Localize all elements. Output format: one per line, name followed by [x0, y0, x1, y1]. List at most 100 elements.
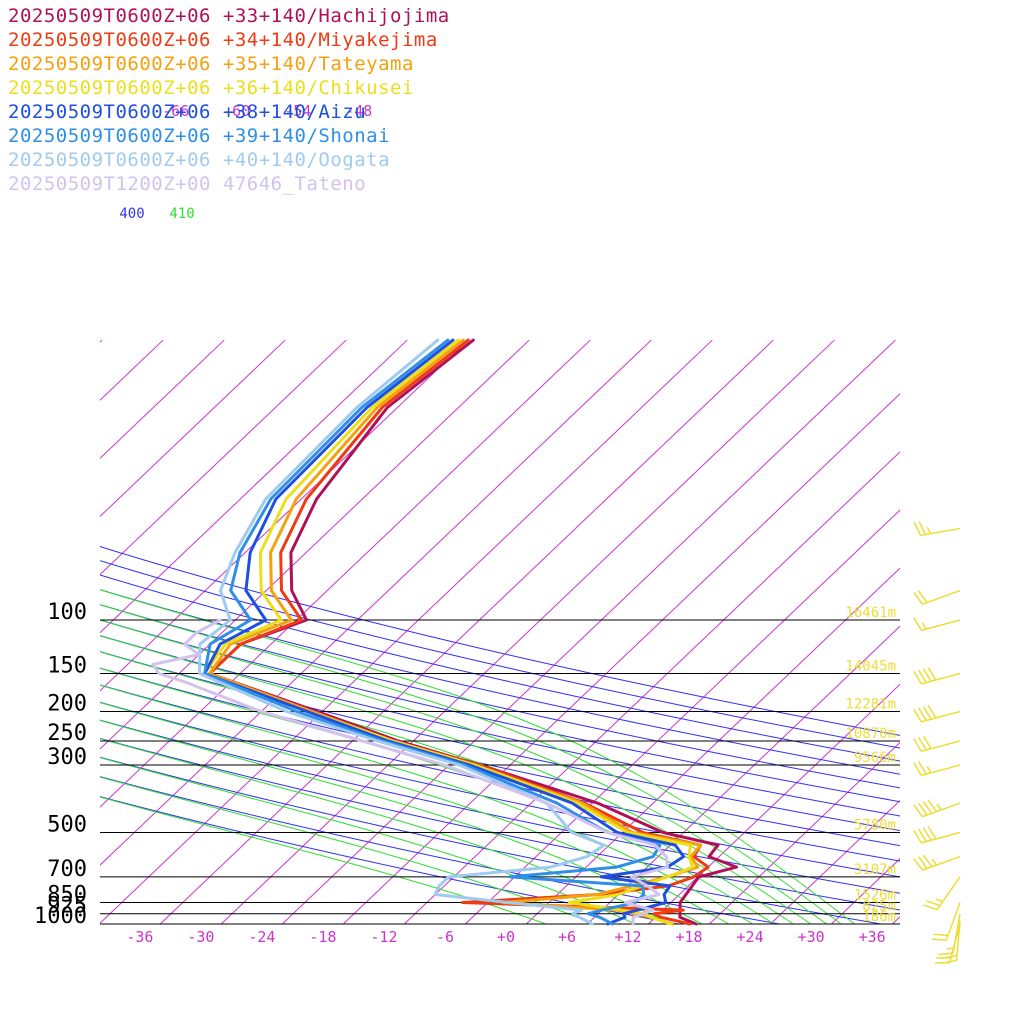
wind-barbs	[913, 521, 961, 965]
wind-barb-flag	[913, 738, 923, 752]
legend-entry-chikusei: 20250509T0600Z+06 +36+140/Chikusei	[8, 77, 414, 99]
wind-barb	[913, 589, 961, 605]
wind-barb-flag	[913, 617, 923, 631]
temperature-tick-label: +18	[676, 928, 703, 946]
pressure-label: 700	[47, 857, 87, 882]
temperature-tick-label: +12	[614, 928, 641, 946]
wind-barb	[913, 799, 961, 818]
wind-barb-staff	[945, 902, 961, 941]
height-label: 12281m	[845, 697, 896, 713]
wind-barb-staff	[922, 589, 961, 605]
isotherm-line	[1015, 340, 1024, 924]
moist-adiabat-line	[100, 651, 794, 924]
wind-barb-flag	[913, 804, 924, 818]
pressure-label: 200	[47, 692, 87, 717]
temperature-profile-line	[203, 338, 686, 926]
wind-barb-flag	[918, 828, 927, 842]
legend-entry-aizu: 20250509T0600Z+06 +38+140/Aizu	[8, 101, 367, 123]
height-label: 1526m	[854, 888, 896, 904]
isotherm-line	[100, 339, 652, 866]
wind-barb-flag	[917, 856, 928, 869]
wind-barb-flag	[913, 829, 923, 844]
wind-barb-flag	[938, 952, 954, 956]
wind-barb-flag	[922, 706, 932, 720]
moist-adiabat-line	[100, 719, 703, 924]
pressure-label: 300	[47, 745, 87, 770]
wind-barb-flag	[913, 671, 923, 685]
isotherm-line	[281, 339, 896, 924]
wind-barb-half-flag	[931, 858, 938, 866]
isotherm-line	[100, 339, 591, 808]
legend-entry-miyakejima: 20250509T0600Z+06 +34+140/Miyakejima	[8, 29, 438, 51]
wind-barb-staff	[921, 831, 961, 844]
wind-barb-half-flag	[926, 766, 932, 774]
wind-barb-flag	[913, 708, 923, 723]
moist-adiabat-lines	[100, 589, 855, 924]
wind-barb	[923, 876, 961, 911]
wind-barb-flag	[918, 521, 927, 535]
pressure-label: 1000	[34, 904, 87, 929]
isotherm-line	[587, 625, 900, 924]
wind-barb-staff	[921, 619, 961, 632]
temperature-tick-label: -18	[309, 928, 336, 946]
wind-barb-flag	[918, 761, 927, 775]
moist-adiabat-line	[100, 702, 730, 924]
temperature-profiles	[151, 338, 739, 926]
dry-adiabat-line	[100, 719, 900, 894]
isotherm-line	[648, 683, 900, 924]
legend-entry-oogata: 20250509T0600Z+06 +40+140/Oogata	[8, 149, 391, 171]
isotherm-line	[0, 340, 41, 924]
moist-adiabat-line	[100, 604, 842, 924]
wind-barb-staff	[921, 764, 961, 777]
pressure-label: 925	[47, 894, 87, 919]
isotherm-label: -54	[284, 102, 311, 120]
height-label: 3107m	[854, 862, 896, 878]
isotherm-line	[892, 916, 900, 924]
moist-adiabat-line	[100, 684, 754, 924]
height-label: 5780m	[854, 817, 896, 833]
wind-barb-staff	[936, 876, 961, 911]
height-label: 186m	[862, 909, 896, 925]
adiabat-label: 400	[119, 206, 144, 222]
wind-barb-flag	[922, 827, 932, 841]
wind-barb	[913, 854, 961, 871]
temperature-tick-label: +0	[497, 928, 515, 946]
wind-barb-staff	[921, 672, 961, 685]
wind-barb-half-flag	[921, 622, 927, 630]
isotherm-line	[342, 393, 900, 924]
dry-adiabat-line	[100, 667, 900, 847]
wind-barb-flag	[922, 735, 932, 750]
temperature-profile-line	[151, 618, 669, 926]
dry-adiabat-line	[100, 701, 900, 878]
wind-barb-flag	[918, 669, 927, 683]
moist-adiabat-line	[100, 619, 827, 924]
pressure-label: 100	[47, 600, 87, 625]
pressure-label: 150	[47, 654, 87, 679]
legend-entry-tateno: 20250509T1200Z+00 47646_Tateno	[8, 173, 367, 195]
wind-barb-flag	[917, 590, 928, 603]
temperature-profile-line	[203, 338, 695, 926]
temperature-tick-label: -36	[126, 928, 153, 946]
temperature-profile-line	[198, 338, 606, 926]
isotherm-label: -60	[223, 102, 250, 120]
height-label: 825m	[862, 899, 896, 915]
wind-barb-staff	[948, 923, 961, 963]
isotherm-line	[100, 339, 225, 460]
height-label: 10870m	[845, 726, 896, 742]
wind-barb-half-flag	[926, 526, 932, 535]
isotherm-line	[525, 567, 900, 924]
dry-adiabat-line	[100, 756, 881, 924]
moist-adiabat-line	[100, 776, 595, 924]
wind-barb-flag	[922, 801, 933, 814]
isotherm-label: -66	[162, 102, 189, 120]
dry-adiabat-line	[100, 604, 900, 789]
wind-barb-staff	[922, 855, 961, 871]
wind-barb-flag	[918, 707, 927, 721]
wind-barb	[913, 705, 961, 723]
wind-barb-flag	[933, 933, 949, 937]
wind-barb-flag	[922, 668, 932, 682]
dry-adiabat-line	[100, 651, 900, 832]
wind-barb-flag	[927, 667, 937, 681]
isotherm-line	[220, 339, 835, 924]
temperature-profile-line	[208, 338, 710, 926]
